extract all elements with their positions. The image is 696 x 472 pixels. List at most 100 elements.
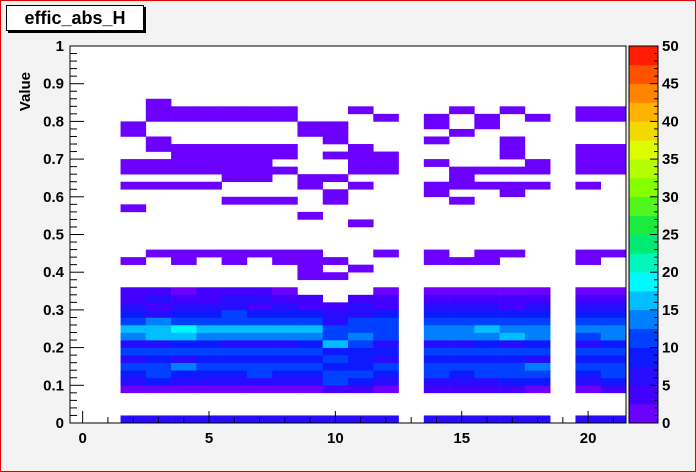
heatmap-cell xyxy=(171,332,197,341)
heatmap-cell xyxy=(348,324,374,333)
heatmap-cell xyxy=(246,287,273,296)
heatmap-cell xyxy=(575,340,602,348)
heatmap-cell xyxy=(246,113,273,122)
heatmap-cell xyxy=(600,166,627,175)
heatmap-cell xyxy=(272,249,298,258)
heatmap-cell xyxy=(297,121,324,130)
heatmap-cell xyxy=(171,287,197,296)
heatmap-cell xyxy=(600,294,627,303)
heatmap-cell xyxy=(120,332,147,341)
heatmap-cell xyxy=(449,355,475,363)
color-bar-segment xyxy=(629,159,658,179)
heatmap-cell xyxy=(322,377,349,386)
heatmap-cell xyxy=(145,249,172,258)
heatmap-cell xyxy=(272,362,298,371)
heatmap-cell xyxy=(145,377,172,386)
heatmap-cell xyxy=(575,151,602,160)
heatmap-cell xyxy=(499,377,526,386)
heatmap-cell xyxy=(145,332,172,341)
heatmap-cell xyxy=(348,347,374,356)
heatmap-cell xyxy=(600,347,627,356)
heatmap-cell xyxy=(145,294,172,303)
y-tick-label: 1 xyxy=(56,38,64,55)
heatmap-cell xyxy=(373,332,399,341)
heatmap-cell xyxy=(246,106,273,115)
heatmap-cell xyxy=(297,174,324,183)
heatmap-cell xyxy=(120,166,147,175)
heatmap-cell xyxy=(246,309,273,318)
heatmap-cell xyxy=(246,377,273,386)
heatmap-cell xyxy=(499,324,526,333)
heatmap-cell xyxy=(297,385,324,394)
heatmap-cell xyxy=(474,257,500,265)
heatmap-cell xyxy=(272,302,298,311)
heatmap-cell xyxy=(474,370,500,379)
heatmap-cell xyxy=(600,287,627,296)
heatmap-cell xyxy=(221,302,248,311)
heatmap-cell xyxy=(499,287,526,296)
heatmap-cell xyxy=(272,151,298,160)
heatmap-cell xyxy=(575,287,602,296)
heatmap-cell xyxy=(297,294,324,303)
heatmap-cell xyxy=(600,113,627,122)
color-bar-segment xyxy=(629,234,658,254)
color-bar-segment xyxy=(629,215,658,235)
heatmap-cell xyxy=(297,249,324,258)
color-bar-label: 45 xyxy=(662,76,679,93)
heatmap-cell xyxy=(145,113,172,122)
heatmap-cell xyxy=(120,257,147,265)
heatmap-cell xyxy=(449,340,475,348)
heatmap-cell xyxy=(221,385,248,394)
heatmap-cell xyxy=(600,302,627,311)
heatmap-cell xyxy=(600,249,627,258)
heatmap-cell xyxy=(524,385,551,394)
heatmap-cell xyxy=(373,347,399,356)
heatmap-cell xyxy=(499,302,526,311)
heatmap-cell xyxy=(600,317,627,326)
color-bar-segment xyxy=(629,177,658,198)
heatmap-cell xyxy=(246,385,273,394)
heatmap-cell xyxy=(423,347,450,356)
heatmap-cell xyxy=(246,317,273,326)
heatmap-cell xyxy=(348,362,374,371)
color-bar-segment xyxy=(629,196,658,216)
heatmap-cell xyxy=(600,159,627,167)
heatmap-cell xyxy=(272,257,298,265)
heatmap-cell xyxy=(499,317,526,326)
heatmap-cell xyxy=(474,302,500,311)
heatmap-cell xyxy=(221,340,248,348)
heatmap-cell xyxy=(449,106,475,115)
heatmap-cell xyxy=(499,355,526,363)
heatmap-cell xyxy=(120,317,147,326)
color-bar-label: 30 xyxy=(662,189,679,206)
heatmap-cell xyxy=(272,294,298,303)
heatmap-cell xyxy=(171,324,197,333)
heatmap-cell xyxy=(246,166,273,175)
heatmap-cell xyxy=(575,144,602,152)
heatmap-cell xyxy=(600,324,627,333)
heatmap-cell xyxy=(171,113,197,122)
heatmap-cell xyxy=(196,309,222,318)
heatmap-cell xyxy=(171,144,197,152)
heatmap-cell xyxy=(272,144,298,152)
color-bar-segment xyxy=(629,404,658,424)
heatmap-cell xyxy=(145,385,172,394)
heatmap-cell xyxy=(575,385,602,394)
heatmap-cell xyxy=(524,362,551,371)
heatmap-cell xyxy=(348,302,374,311)
heatmap-cell xyxy=(499,340,526,348)
color-bar-segment xyxy=(629,291,658,311)
heatmap-cell xyxy=(246,370,273,379)
y-tick-label: 0.8 xyxy=(43,113,64,130)
heatmap-cell xyxy=(120,347,147,356)
heatmap-cell xyxy=(322,324,349,333)
heatmap-cell xyxy=(524,294,551,303)
heatmap-cell xyxy=(120,181,147,190)
heatmap-cell xyxy=(120,385,147,394)
heatmap-cell xyxy=(474,324,500,333)
heatmap-cell xyxy=(474,294,500,303)
heatmap-cell xyxy=(348,151,374,160)
heatmap-cell xyxy=(600,362,627,371)
heatmap-cell xyxy=(145,355,172,363)
